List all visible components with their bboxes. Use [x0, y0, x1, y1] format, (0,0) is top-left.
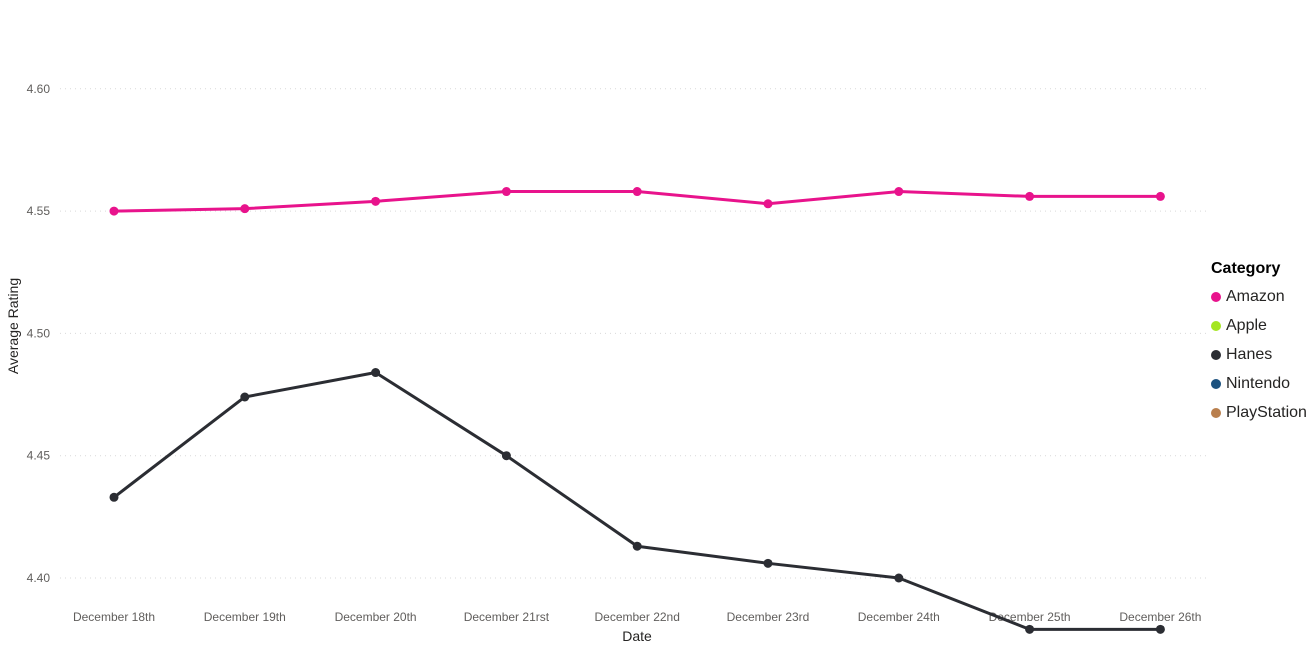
x-tick-label: December 21rst [464, 610, 550, 624]
x-axis-ticks: December 18th December 19th December 20th D… [73, 610, 1201, 624]
legend-title: Category [1211, 260, 1281, 277]
legend-marker-icon [1211, 378, 1221, 389]
data-point-amazon[interactable] [109, 206, 119, 216]
series-amazon [109, 187, 1165, 216]
x-tick-label: December 26th [1119, 610, 1201, 624]
data-point-hanes[interactable] [501, 451, 511, 461]
legend-item-apple[interactable]: Apple [1211, 311, 1307, 340]
legend: Category Amazon Apple Hanes Nintendo PlaySta… [1211, 260, 1307, 427]
data-point-hanes[interactable] [632, 541, 642, 551]
y-axis-title: Average Rating [5, 278, 21, 374]
x-axis-title: Date [622, 628, 652, 644]
x-tick-label: December 23rd [727, 610, 810, 624]
legend-items: Amazon Apple Hanes Nintendo PlayStation [1211, 282, 1307, 427]
y-tick-label: 4.55 [27, 204, 51, 218]
data-point-hanes[interactable] [109, 492, 119, 502]
data-point-amazon[interactable] [1155, 191, 1165, 201]
data-point-amazon[interactable] [894, 187, 904, 197]
data-point-amazon[interactable] [371, 196, 381, 206]
x-tick-label: December 22nd [595, 610, 680, 624]
data-point-hanes[interactable] [371, 368, 381, 378]
x-tick-label: December 18th [73, 610, 155, 624]
legend-label: PlayStation [1226, 403, 1307, 421]
data-point-hanes[interactable] [763, 558, 773, 568]
data-point-hanes[interactable] [240, 392, 250, 402]
legend-marker-icon [1211, 349, 1221, 360]
legend-marker-icon [1211, 320, 1221, 331]
y-tick-label: 4.45 [27, 449, 51, 463]
legend-item-amazon[interactable]: Amazon [1211, 282, 1307, 311]
data-point-hanes[interactable] [1025, 624, 1035, 634]
legend-label: Amazon [1226, 287, 1285, 305]
x-tick-label: December 24th [858, 610, 940, 624]
y-axis-ticks: 4.404.454.504.554.604.654.704.754.80 [27, 82, 51, 585]
data-point-hanes[interactable] [1155, 624, 1165, 634]
legend-item-playstation[interactable]: PlayStation [1211, 398, 1307, 427]
series-line-hanes [113, 371, 1161, 631]
legend-label: Apple [1226, 316, 1267, 334]
legend-label: Nintendo [1226, 374, 1291, 392]
data-point-amazon[interactable] [632, 187, 642, 197]
y-tick-label: 4.40 [27, 571, 51, 585]
data-point-amazon[interactable] [1025, 191, 1035, 201]
legend-marker-icon [1211, 407, 1221, 418]
x-tick-label: December 19th [204, 610, 286, 624]
gridlines [60, 88, 1210, 579]
data-point-amazon[interactable] [240, 204, 250, 214]
legend-marker-icon [1211, 291, 1221, 302]
data-point-hanes[interactable] [894, 573, 904, 583]
legend-label: Hanes [1226, 345, 1273, 363]
series-hanes [109, 368, 1165, 634]
x-tick-label: December 20th [335, 610, 417, 624]
data-point-amazon[interactable] [501, 187, 511, 197]
y-tick-label: 4.50 [27, 326, 51, 340]
legend-item-hanes[interactable]: Hanes [1211, 340, 1307, 369]
y-tick-label: 4.60 [27, 82, 51, 96]
series-lines [109, 187, 1165, 634]
data-point-amazon[interactable] [763, 199, 773, 209]
legend-item-nintendo[interactable]: Nintendo [1211, 369, 1307, 398]
